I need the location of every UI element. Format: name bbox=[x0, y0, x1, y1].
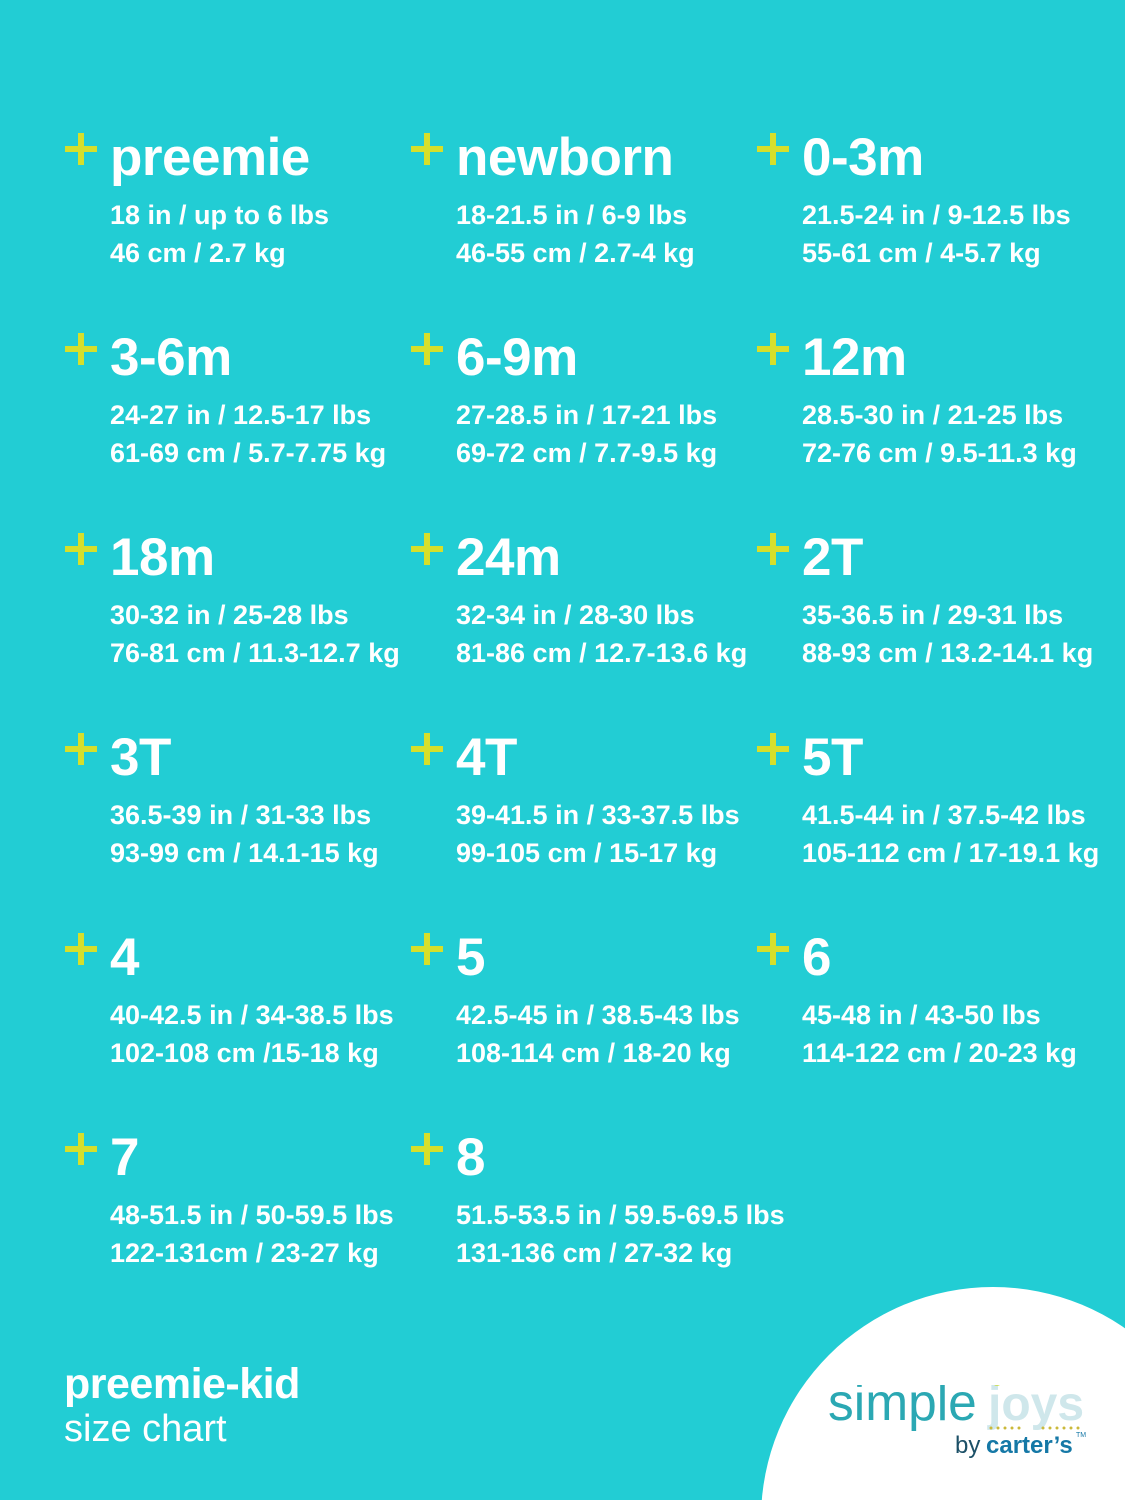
svg-text:by: by bbox=[955, 1432, 980, 1459]
svg-text:carter’s: carter’s bbox=[986, 1432, 1073, 1459]
svg-text:joys: joys bbox=[987, 1385, 1084, 1431]
svg-text:TM: TM bbox=[1076, 1432, 1086, 1439]
svg-text:simple: simple bbox=[828, 1385, 977, 1431]
